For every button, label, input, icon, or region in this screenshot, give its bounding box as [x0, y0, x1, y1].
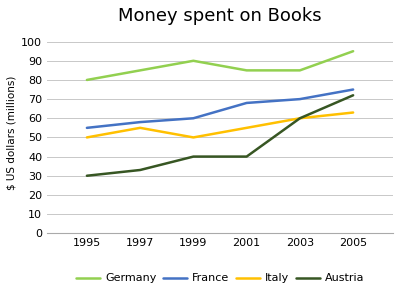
Italy [244, 126, 249, 130]
France [298, 97, 302, 101]
France [244, 101, 249, 105]
France [351, 88, 356, 91]
Line: Italy: Italy [87, 112, 353, 138]
Line: Germany: Germany [87, 51, 353, 80]
Title: Money spent on Books: Money spent on Books [118, 7, 322, 25]
Line: France: France [87, 89, 353, 128]
Austria [84, 174, 89, 178]
Austria [351, 94, 356, 97]
Austria [138, 168, 142, 172]
France [191, 117, 196, 120]
Germany [351, 49, 356, 53]
Y-axis label: $ US dollars (millions): $ US dollars (millions) [7, 75, 17, 190]
Germany [84, 78, 89, 82]
Austria [298, 117, 302, 120]
Italy [84, 136, 89, 139]
Italy [138, 126, 142, 130]
Legend: Germany, France, Italy, Austria: Germany, France, Italy, Austria [72, 269, 368, 288]
Austria [191, 155, 196, 158]
Austria [244, 155, 249, 158]
Germany [138, 68, 142, 72]
Germany [298, 68, 302, 72]
Italy [351, 111, 356, 114]
Germany [191, 59, 196, 62]
Line: Austria: Austria [87, 95, 353, 176]
Italy [191, 136, 196, 139]
France [138, 120, 142, 124]
Germany [244, 68, 249, 72]
France [84, 126, 89, 130]
Italy [298, 117, 302, 120]
